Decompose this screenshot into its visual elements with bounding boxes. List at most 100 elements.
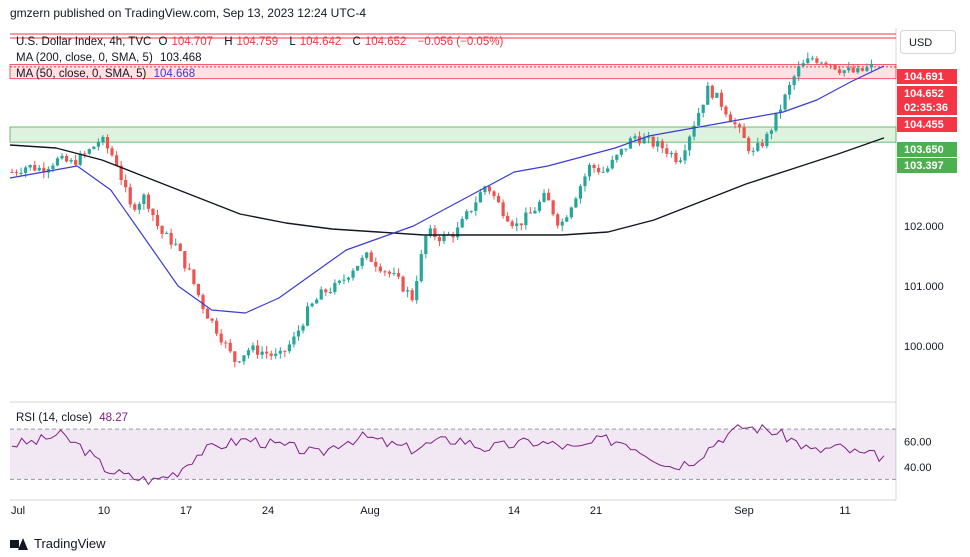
brand-footer[interactable]: TradingView [10, 536, 106, 551]
candle-body [619, 149, 623, 155]
candle-body [210, 318, 214, 321]
candle-body [296, 330, 301, 337]
candle-body [265, 351, 269, 354]
price-tick-label: 102.000 [904, 221, 944, 233]
candle-body [574, 198, 578, 208]
high-label: H [224, 36, 233, 48]
ma50-label: MA (50, close, 0, SMA, 5) [16, 68, 147, 80]
candle-body [660, 141, 664, 149]
price-badge-label: 104.652 [904, 88, 944, 100]
candle-body [14, 172, 19, 174]
candle-body [610, 159, 614, 169]
ma200-legend[interactable]: MA (200, close, 0, SMA, 5) 103.468 [16, 52, 206, 64]
resistance-zone [9, 64, 897, 80]
candle-body [560, 221, 564, 226]
candle-body [806, 58, 810, 64]
candle-body [74, 160, 78, 165]
candle-body [651, 136, 655, 147]
candle-body [683, 150, 687, 161]
candle-body [515, 223, 519, 227]
ma50-legend[interactable]: MA (50, close, 0, SMA, 5) 104.668 [16, 68, 199, 80]
candle-body [24, 167, 28, 173]
candle-body [824, 62, 828, 65]
price-badge [897, 86, 957, 101]
candle-body [487, 186, 492, 192]
candle-body [642, 137, 646, 144]
candle-body [110, 148, 114, 156]
candle-body [342, 279, 346, 281]
candle-body [769, 130, 774, 134]
candle-body [437, 237, 442, 242]
candle-body [478, 192, 482, 203]
candle-body [246, 350, 251, 356]
support-zone [9, 126, 897, 143]
brand-name: TradingView [34, 536, 106, 551]
candle-body [492, 191, 496, 196]
candle-body [428, 228, 432, 236]
ma50-line [9, 65, 885, 314]
candle-body [546, 192, 551, 201]
publish-info: gmzern published on TradingView.com, Sep… [10, 6, 366, 20]
candle-body [292, 336, 296, 345]
candle-body [37, 167, 41, 171]
candle-body [33, 164, 37, 171]
time-tick-label: 14 [508, 505, 520, 517]
candle-body [128, 187, 132, 205]
candle-body [537, 201, 542, 211]
candle-body [69, 160, 73, 162]
candle-body [701, 104, 705, 113]
candle-body [828, 64, 833, 66]
candle-body [733, 122, 737, 125]
candle-body [383, 271, 387, 273]
candle-body [356, 265, 360, 271]
candle-body [719, 92, 723, 107]
candle-body [842, 70, 846, 74]
candle-body [628, 138, 633, 149]
candle-body [201, 295, 205, 309]
tradingview-logo-icon [10, 537, 28, 550]
candle-body [251, 345, 255, 351]
candle-body [501, 202, 505, 216]
candle-body [528, 212, 532, 214]
candle-body [424, 235, 428, 255]
candle-body [578, 186, 583, 199]
low-value: 104.642 [299, 36, 342, 48]
price-badge-label: 02:35:36 [904, 102, 948, 114]
candle-body [124, 180, 128, 188]
candle-body [551, 200, 555, 215]
candle-body [351, 270, 355, 278]
candle-body [496, 195, 501, 203]
candle-body [510, 221, 514, 227]
ma200-line [9, 137, 885, 236]
currency-button[interactable]: USD [900, 30, 956, 54]
candle-body [851, 67, 855, 73]
candle-body [183, 251, 187, 269]
time-tick-label: 11 [839, 505, 850, 517]
candle-body [724, 106, 728, 115]
candle-body [28, 164, 32, 168]
rsi-band [10, 429, 896, 480]
candle-body [165, 232, 169, 234]
time-tick-label: Jul [11, 505, 25, 517]
candle-body [747, 137, 751, 152]
candle-body [287, 344, 291, 352]
rsi-tick-label: 60.00 [904, 437, 932, 449]
rsi-legend[interactable]: RSI (14, close) 48.27 [16, 412, 132, 424]
candle-body [151, 208, 155, 216]
price-badge [897, 69, 957, 84]
candle-body [283, 350, 287, 352]
candle-body [310, 303, 314, 307]
candle-body [506, 215, 510, 222]
candle-body [847, 67, 851, 71]
candle-body [10, 172, 14, 173]
candle-body [838, 69, 842, 74]
ma200-value: 103.468 [159, 52, 202, 64]
candle-body [278, 350, 282, 354]
candle-body [419, 254, 423, 282]
candle-body [751, 150, 755, 152]
candle-body [415, 281, 419, 301]
candle-body [706, 85, 710, 105]
candle-body [333, 282, 337, 292]
candle-body [401, 276, 405, 292]
